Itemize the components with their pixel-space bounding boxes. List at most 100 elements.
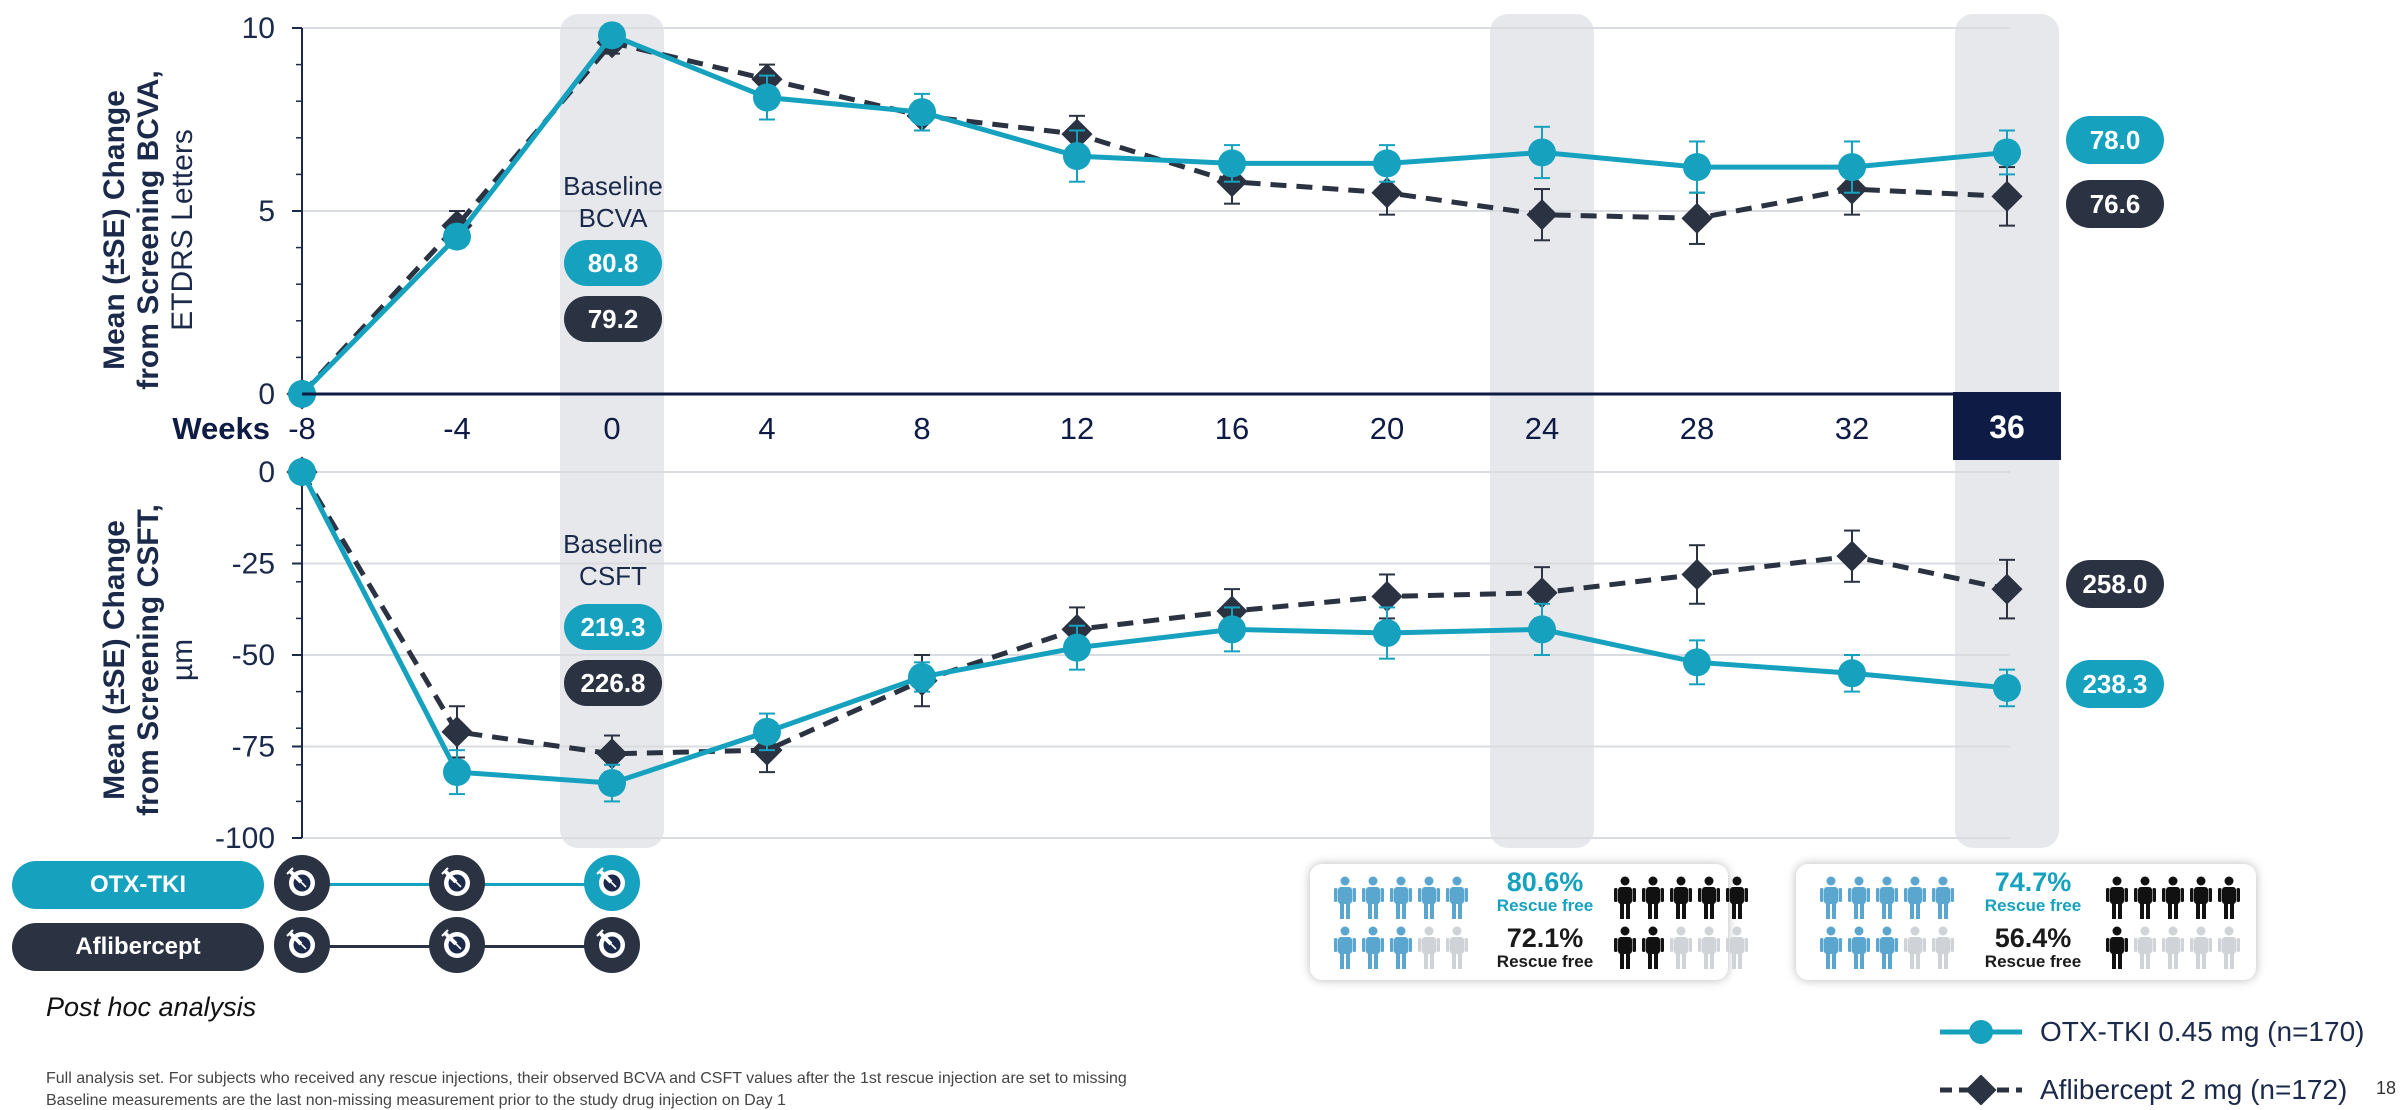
otx-data-point bbox=[1993, 138, 2021, 167]
rescue-week36-afl-pct: 56.4% Rescue free bbox=[1978, 924, 2088, 972]
rescue-box-week36: 74.7% Rescue free 56.4% Rescue free bbox=[1796, 864, 2256, 980]
highlight-band-week-24 bbox=[1490, 14, 1594, 848]
otx-injection-icon bbox=[584, 855, 640, 911]
person-icon bbox=[1820, 876, 1842, 919]
rescue-week24-afl-label: Rescue free bbox=[1496, 952, 1594, 971]
afl-data-point bbox=[441, 716, 473, 748]
otx-data-point bbox=[1993, 673, 2021, 702]
person-icon bbox=[1726, 926, 1748, 969]
person-icon bbox=[1334, 926, 1356, 969]
person-icon bbox=[1698, 876, 1720, 919]
person-icon bbox=[1904, 876, 1926, 919]
y-tick-label: 0 bbox=[258, 378, 275, 411]
rescue-week36-otx-pct: 74.7% Rescue free bbox=[1978, 868, 2088, 916]
otx-data-point bbox=[1218, 615, 1246, 644]
x-tick-label: 20 bbox=[1370, 411, 1404, 446]
otx-data-point bbox=[1528, 615, 1556, 644]
person-icon bbox=[2106, 876, 2128, 919]
rescue-week36-afl-people bbox=[1820, 926, 1954, 970]
otx-data-point bbox=[443, 222, 471, 251]
panel-1: 0 -25 -50 -75 -100 bbox=[215, 456, 2023, 855]
rescue-week24-otx-value: 80.6% bbox=[1506, 867, 1584, 897]
afl-data-point bbox=[1681, 202, 1713, 234]
bcva-afl-end-value: 76.6 bbox=[2066, 180, 2164, 228]
legend-otx-marker bbox=[1940, 1020, 2022, 1044]
bcva-axis-title: Mean (±SE) Change from Screening BCVA, E… bbox=[98, 60, 199, 400]
rescue-week36-otx-label: Rescue free bbox=[1984, 896, 2082, 915]
y-tick-label: 5 bbox=[258, 195, 275, 228]
rescue-week24-afl-people-row2 bbox=[1614, 926, 1748, 970]
person-icon bbox=[1670, 876, 1692, 919]
person-icon bbox=[2162, 876, 2184, 919]
person-icon bbox=[1876, 926, 1898, 969]
x-tick-label: 12 bbox=[1060, 411, 1094, 446]
csft-axis-title-unit: µm bbox=[166, 638, 199, 682]
otx-data-point bbox=[598, 21, 626, 50]
y-tick-label: -25 bbox=[232, 548, 275, 581]
person-icon bbox=[1390, 926, 1412, 969]
person-icon bbox=[1904, 926, 1926, 969]
x-axis-title: Weeks bbox=[172, 411, 270, 446]
x-tick-label: -8 bbox=[288, 411, 316, 446]
otx-data-point bbox=[1838, 153, 1866, 182]
person-icon bbox=[2190, 926, 2212, 969]
person-icon bbox=[1362, 876, 1384, 919]
person-icon bbox=[1614, 876, 1636, 919]
csft-axis-title-bold: Mean (±SE) Change from Screening CSFT, bbox=[98, 504, 165, 816]
person-icon bbox=[1614, 926, 1636, 969]
baseline-csft-title-line1: Baseline bbox=[563, 529, 663, 559]
person-icon bbox=[1932, 926, 1954, 969]
otx-series-line bbox=[300, 32, 2008, 396]
otx-data-point bbox=[288, 458, 316, 486]
x-tick-label: 32 bbox=[1835, 411, 1869, 446]
person-icon bbox=[1446, 926, 1468, 969]
csft-otx-end-value: 238.3 bbox=[2066, 660, 2164, 708]
panel-0: 0 5 10 bbox=[242, 12, 2023, 411]
x-tick-label: 24 bbox=[1525, 411, 1559, 446]
otx-data-point bbox=[1683, 648, 1711, 677]
person-icon bbox=[1726, 876, 1748, 919]
person-icon bbox=[2218, 926, 2240, 969]
rescue-week36-afl-people-row2 bbox=[2106, 926, 2240, 970]
y-tick-label: -50 bbox=[232, 639, 275, 672]
legend-otx: OTX-TKI 0.45 mg (n=170) bbox=[1936, 1016, 2364, 1048]
baseline-bcva-title: Baseline BCVA bbox=[560, 170, 666, 234]
baseline-csft-title: Baseline CSFT bbox=[558, 528, 668, 592]
otx-data-point bbox=[1838, 659, 1866, 688]
rescue-week24-afl-value: 72.1% bbox=[1506, 923, 1584, 953]
rescue-week24-afl-people-row1 bbox=[1614, 876, 1748, 920]
afl-series-line bbox=[300, 39, 2008, 396]
baseline-csft-otx-pill: 219.3 bbox=[564, 604, 662, 650]
rescue-box-week24: 80.6% Rescue free 72.1% Rescue free bbox=[1310, 864, 1748, 980]
otx-schedule-label: OTX-TKI bbox=[12, 861, 264, 909]
person-icon bbox=[1698, 926, 1720, 969]
bcva-otx-end-value: 78.0 bbox=[2066, 116, 2164, 164]
afl-series-line bbox=[299, 470, 2008, 757]
otx-series-line bbox=[299, 470, 2008, 786]
person-icon bbox=[1876, 876, 1898, 919]
rescue-week24-afl-pct: 72.1% Rescue free bbox=[1490, 924, 1600, 972]
afl-injection-icon bbox=[584, 917, 640, 973]
person-icon bbox=[2134, 876, 2156, 919]
person-icon bbox=[2162, 926, 2184, 969]
baseline-csft-title-line2: CSFT bbox=[579, 561, 647, 591]
x-tick-label: 28 bbox=[1680, 411, 1714, 446]
x-tick-label: 36 bbox=[1989, 409, 2025, 445]
x-tick-highlight bbox=[1953, 392, 2061, 460]
csft-afl-end-value: 258.0 bbox=[2066, 560, 2164, 608]
person-icon bbox=[1670, 926, 1692, 969]
legend-afl-label: Aflibercept 2 mg (n=172) bbox=[2040, 1074, 2348, 1105]
person-icon bbox=[1334, 876, 1356, 919]
csft-axis-title: Mean (±SE) Change from Screening CSFT, µ… bbox=[98, 490, 199, 830]
rescue-week24-otx-label: Rescue free bbox=[1496, 896, 1594, 915]
person-icon bbox=[1642, 926, 1664, 969]
baseline-csft-afl-pill: 226.8 bbox=[564, 660, 662, 706]
person-icon bbox=[1848, 926, 1870, 969]
person-icon bbox=[2106, 926, 2128, 969]
rescue-week24-otx-people bbox=[1334, 876, 1468, 920]
rescue-week36-afl-value: 56.4% bbox=[1994, 923, 2072, 953]
otx-data-point bbox=[1683, 153, 1711, 182]
afl-schedule-label: Aflibercept bbox=[12, 923, 264, 971]
baseline-bcva-afl-pill: 79.2 bbox=[564, 296, 662, 342]
rescue-week36-otx-value: 74.7% bbox=[1994, 867, 2072, 897]
